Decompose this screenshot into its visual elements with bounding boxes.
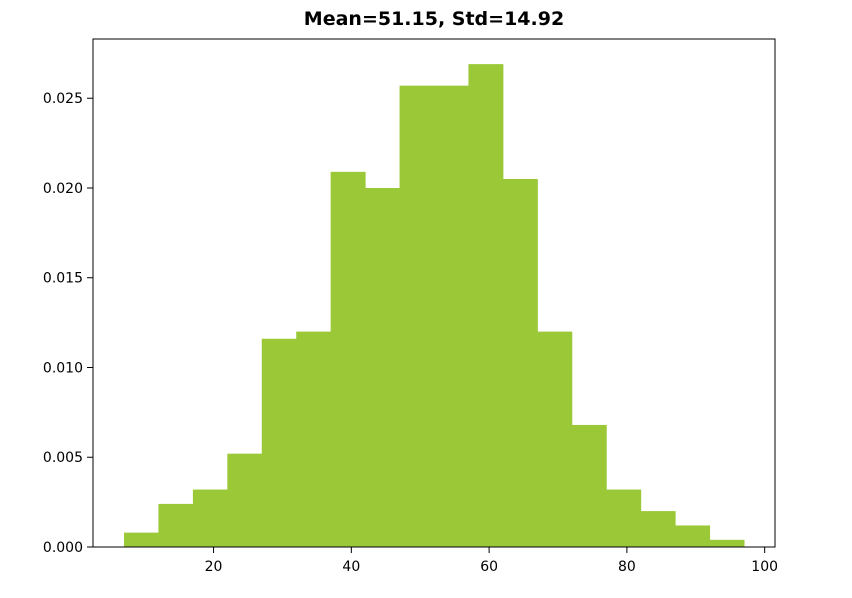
- histogram-bar: [124, 532, 159, 547]
- histogram-bar: [675, 525, 711, 547]
- histogram-bar: [296, 331, 332, 547]
- y-tick-label: 0.025: [43, 91, 83, 107]
- histogram-bar: [502, 179, 538, 547]
- x-tick-label: 60: [480, 559, 498, 575]
- histogram-bar: [434, 85, 469, 547]
- histogram-bar: [192, 489, 228, 547]
- histogram-bar: [261, 338, 297, 547]
- x-axis: 20 40 60 80 100: [205, 547, 778, 575]
- y-tick-label: 0.010: [43, 360, 83, 376]
- histogram-bar: [158, 503, 194, 547]
- x-tick-label: 100: [751, 559, 778, 575]
- histogram-bar: [606, 489, 642, 547]
- y-tick-label: 0.020: [43, 181, 83, 197]
- plot-frame: [92, 38, 776, 548]
- histogram-bar: [571, 424, 607, 547]
- histogram-bar: [709, 539, 745, 547]
- histogram-bar: [227, 453, 263, 547]
- y-tick-label: 0.000: [43, 540, 83, 556]
- histogram-bar: [468, 64, 504, 548]
- chart-title: Mean=51.15, Std=14.92: [304, 8, 564, 30]
- x-tick-label: 80: [618, 559, 636, 575]
- histogram-bar: [399, 85, 435, 547]
- histogram-bar: [640, 511, 676, 547]
- histogram-bars: [124, 64, 745, 548]
- y-tick-label: 0.015: [43, 271, 83, 287]
- y-tick-label: 0.005: [43, 450, 83, 466]
- y-axis: 0.000 0.005 0.010 0.015 0.020 0.025: [43, 91, 93, 556]
- x-tick-label: 20: [205, 559, 223, 575]
- histogram-bar: [330, 171, 366, 547]
- x-tick-label: 40: [342, 559, 360, 575]
- histogram-bar: [365, 187, 401, 548]
- histogram-bar: [537, 331, 573, 547]
